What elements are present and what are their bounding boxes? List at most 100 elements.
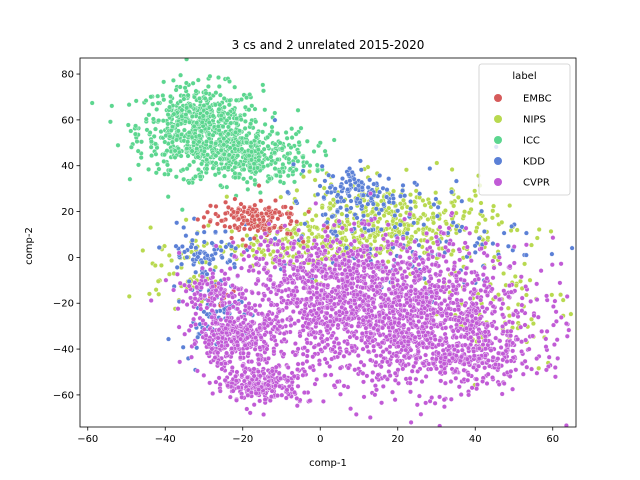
- data-point-nips: [549, 292, 555, 298]
- data-point-icc: [259, 159, 265, 165]
- data-point-cvpr: [470, 329, 476, 335]
- data-point-cvpr: [355, 263, 361, 269]
- data-point-icc: [251, 161, 257, 167]
- data-point-cvpr: [518, 274, 524, 280]
- data-point-cvpr: [466, 372, 472, 378]
- data-point-icc: [204, 166, 210, 172]
- data-point-cvpr: [284, 250, 290, 256]
- data-point-nips: [166, 271, 172, 277]
- data-point-cvpr: [407, 245, 413, 251]
- data-point-cvpr: [219, 335, 225, 341]
- data-point-cvpr: [338, 391, 344, 397]
- data-point-nips: [385, 259, 391, 265]
- data-point-cvpr: [544, 297, 550, 303]
- data-point-embc: [306, 209, 312, 215]
- data-point-cvpr: [418, 411, 424, 417]
- data-point-cvpr: [399, 330, 405, 336]
- data-point-cvpr: [231, 319, 237, 325]
- data-point-cvpr: [268, 394, 274, 400]
- data-point-nips: [455, 194, 461, 200]
- data-point-embc: [254, 213, 260, 219]
- data-point-nips: [301, 174, 307, 180]
- data-point-cvpr: [257, 345, 263, 351]
- data-point-cvpr: [368, 357, 374, 363]
- data-point-cvpr: [441, 279, 447, 285]
- data-point-kdd: [459, 198, 465, 204]
- data-point-cvpr: [209, 308, 215, 314]
- data-point-icc: [191, 159, 197, 165]
- data-point-cvpr: [276, 370, 282, 376]
- data-point-cvpr: [453, 375, 459, 381]
- data-point-cvpr: [182, 331, 188, 337]
- data-point-icc: [178, 72, 184, 78]
- data-point-icc: [232, 84, 238, 90]
- data-point-cvpr: [415, 301, 421, 307]
- data-point-cvpr: [375, 327, 381, 333]
- data-point-icc: [215, 74, 221, 80]
- data-point-kdd: [344, 207, 350, 213]
- data-point-nips: [148, 225, 154, 231]
- data-point-cvpr: [498, 345, 504, 351]
- data-point-icc: [244, 95, 250, 101]
- data-point-cvpr: [501, 381, 507, 387]
- data-point-cvpr: [564, 333, 570, 339]
- data-point-nips: [529, 242, 535, 248]
- data-point-icc: [143, 98, 149, 104]
- data-point-cvpr: [279, 392, 285, 398]
- data-point-nips: [375, 219, 381, 225]
- data-point-icc: [132, 131, 138, 137]
- data-point-cvpr: [407, 375, 413, 381]
- data-point-cvpr: [519, 308, 525, 314]
- data-point-kdd: [179, 243, 185, 249]
- data-point-cvpr: [458, 392, 464, 398]
- data-point-cvpr: [353, 411, 359, 417]
- data-point-kdd: [204, 252, 210, 258]
- data-point-cvpr: [365, 349, 371, 355]
- data-point-nips: [161, 243, 167, 249]
- data-point-cvpr: [274, 342, 280, 348]
- data-point-cvpr: [530, 333, 536, 339]
- data-point-icc: [189, 113, 195, 119]
- data-point-icc: [262, 107, 268, 113]
- data-point-cvpr: [450, 300, 456, 306]
- data-point-nips: [365, 212, 371, 218]
- data-point-nips: [444, 221, 450, 227]
- data-point-icc: [260, 129, 266, 135]
- data-point-cvpr: [256, 356, 262, 362]
- data-point-cvpr: [400, 235, 406, 241]
- data-point-cvpr: [304, 340, 310, 346]
- data-point-embc: [225, 204, 231, 210]
- data-point-icc: [138, 139, 144, 145]
- data-point-cvpr: [534, 297, 540, 303]
- data-point-cvpr: [402, 269, 408, 275]
- data-point-cvpr: [330, 347, 336, 353]
- data-point-kdd: [391, 200, 397, 206]
- data-point-cvpr: [364, 373, 370, 379]
- data-point-cvpr: [294, 403, 300, 409]
- data-point-icc: [210, 132, 216, 138]
- data-point-kdd: [348, 182, 354, 188]
- data-point-cvpr: [534, 370, 540, 376]
- data-point-cvpr: [510, 348, 516, 354]
- data-point-cvpr: [459, 354, 465, 360]
- data-point-cvpr: [324, 336, 330, 342]
- data-point-icc: [244, 179, 250, 185]
- data-point-cvpr: [224, 350, 230, 356]
- data-point-cvpr: [473, 308, 479, 314]
- data-point-cvpr: [262, 238, 268, 244]
- data-point-icc: [149, 153, 155, 159]
- data-point-cvpr: [544, 293, 550, 299]
- data-point-kdd: [390, 195, 396, 201]
- data-point-icc: [125, 122, 131, 128]
- data-point-icc: [128, 144, 134, 150]
- data-point-kdd: [209, 240, 215, 246]
- data-point-cvpr: [433, 271, 439, 277]
- data-point-icc: [253, 119, 259, 125]
- data-point-icc: [241, 176, 247, 182]
- data-point-embc: [213, 211, 219, 217]
- data-point-icc: [135, 148, 141, 154]
- data-point-nips: [401, 197, 407, 203]
- data-point-icc: [184, 145, 190, 151]
- data-point-kdd: [384, 187, 390, 193]
- data-point-icc: [232, 175, 238, 181]
